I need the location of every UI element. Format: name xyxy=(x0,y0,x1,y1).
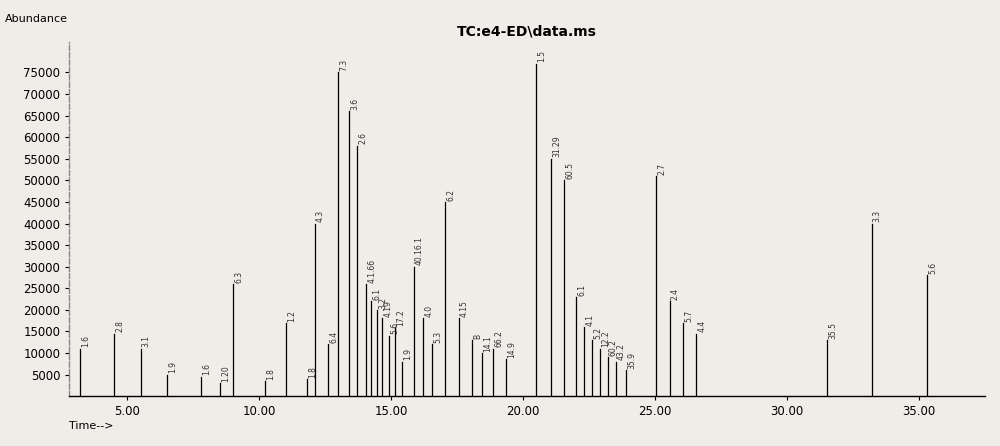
Text: 31.29: 31.29 xyxy=(552,136,561,157)
Text: 6.2: 6.2 xyxy=(447,189,456,201)
Text: 1.8: 1.8 xyxy=(308,366,317,378)
Text: 5.6: 5.6 xyxy=(928,262,937,274)
Text: 5.3: 5.3 xyxy=(433,331,442,343)
X-axis label: Time-->: Time--> xyxy=(69,421,114,431)
Text: 35.9: 35.9 xyxy=(627,352,636,369)
Text: 4.3: 4.3 xyxy=(316,210,325,222)
Text: 4.19: 4.19 xyxy=(383,300,392,317)
Text: 60.5: 60.5 xyxy=(565,162,574,179)
Text: 17.2: 17.2 xyxy=(396,309,405,326)
Text: 2.8: 2.8 xyxy=(115,320,124,332)
Text: 1.8: 1.8 xyxy=(266,368,275,380)
Text: 2.7: 2.7 xyxy=(658,163,667,175)
Text: 2.4: 2.4 xyxy=(671,288,680,300)
Text: 3.6: 3.6 xyxy=(350,98,359,110)
Text: 12.2: 12.2 xyxy=(601,331,610,347)
Text: 60.2: 60.2 xyxy=(609,339,618,356)
Text: Abundance: Abundance xyxy=(5,14,68,25)
Text: 3.2: 3.2 xyxy=(378,297,387,309)
Text: 14.9: 14.9 xyxy=(507,341,516,358)
Text: 35.5: 35.5 xyxy=(828,322,837,339)
Text: 1.6: 1.6 xyxy=(81,335,90,347)
Text: 5.2: 5.2 xyxy=(593,327,602,339)
Text: B: B xyxy=(473,334,482,339)
Text: 4.4: 4.4 xyxy=(697,320,706,332)
Text: 1.6: 1.6 xyxy=(203,363,212,376)
Text: 6.1: 6.1 xyxy=(577,284,586,296)
Text: 7.3: 7.3 xyxy=(340,59,349,71)
Text: 1.20: 1.20 xyxy=(221,365,230,382)
Title: TC:e4-ED\data.ms: TC:e4-ED\data.ms xyxy=(457,24,597,38)
Text: 1.5: 1.5 xyxy=(538,50,547,62)
Text: 4.0: 4.0 xyxy=(424,305,433,317)
Text: 40.16.1: 40.16.1 xyxy=(415,236,424,265)
Text: 4.1.66: 4.1.66 xyxy=(367,259,376,283)
Text: 66.2: 66.2 xyxy=(494,330,503,347)
Text: 6.1: 6.1 xyxy=(373,288,382,300)
Text: 3.1: 3.1 xyxy=(142,335,151,347)
Text: 6.4: 6.4 xyxy=(329,331,338,343)
Text: 2.6: 2.6 xyxy=(358,132,367,145)
Text: 3.3: 3.3 xyxy=(873,210,882,222)
Text: 14.1: 14.1 xyxy=(484,335,493,352)
Text: 43.2: 43.2 xyxy=(617,343,626,360)
Text: 5.7: 5.7 xyxy=(684,310,693,322)
Text: 4.1: 4.1 xyxy=(585,314,594,326)
Text: 1.2: 1.2 xyxy=(287,310,296,322)
Text: 5.6: 5.6 xyxy=(390,322,399,334)
Text: 4.15: 4.15 xyxy=(460,300,469,317)
Text: 1.9: 1.9 xyxy=(403,348,412,360)
Text: 1.9: 1.9 xyxy=(168,361,177,373)
Text: 6.3: 6.3 xyxy=(234,271,243,283)
